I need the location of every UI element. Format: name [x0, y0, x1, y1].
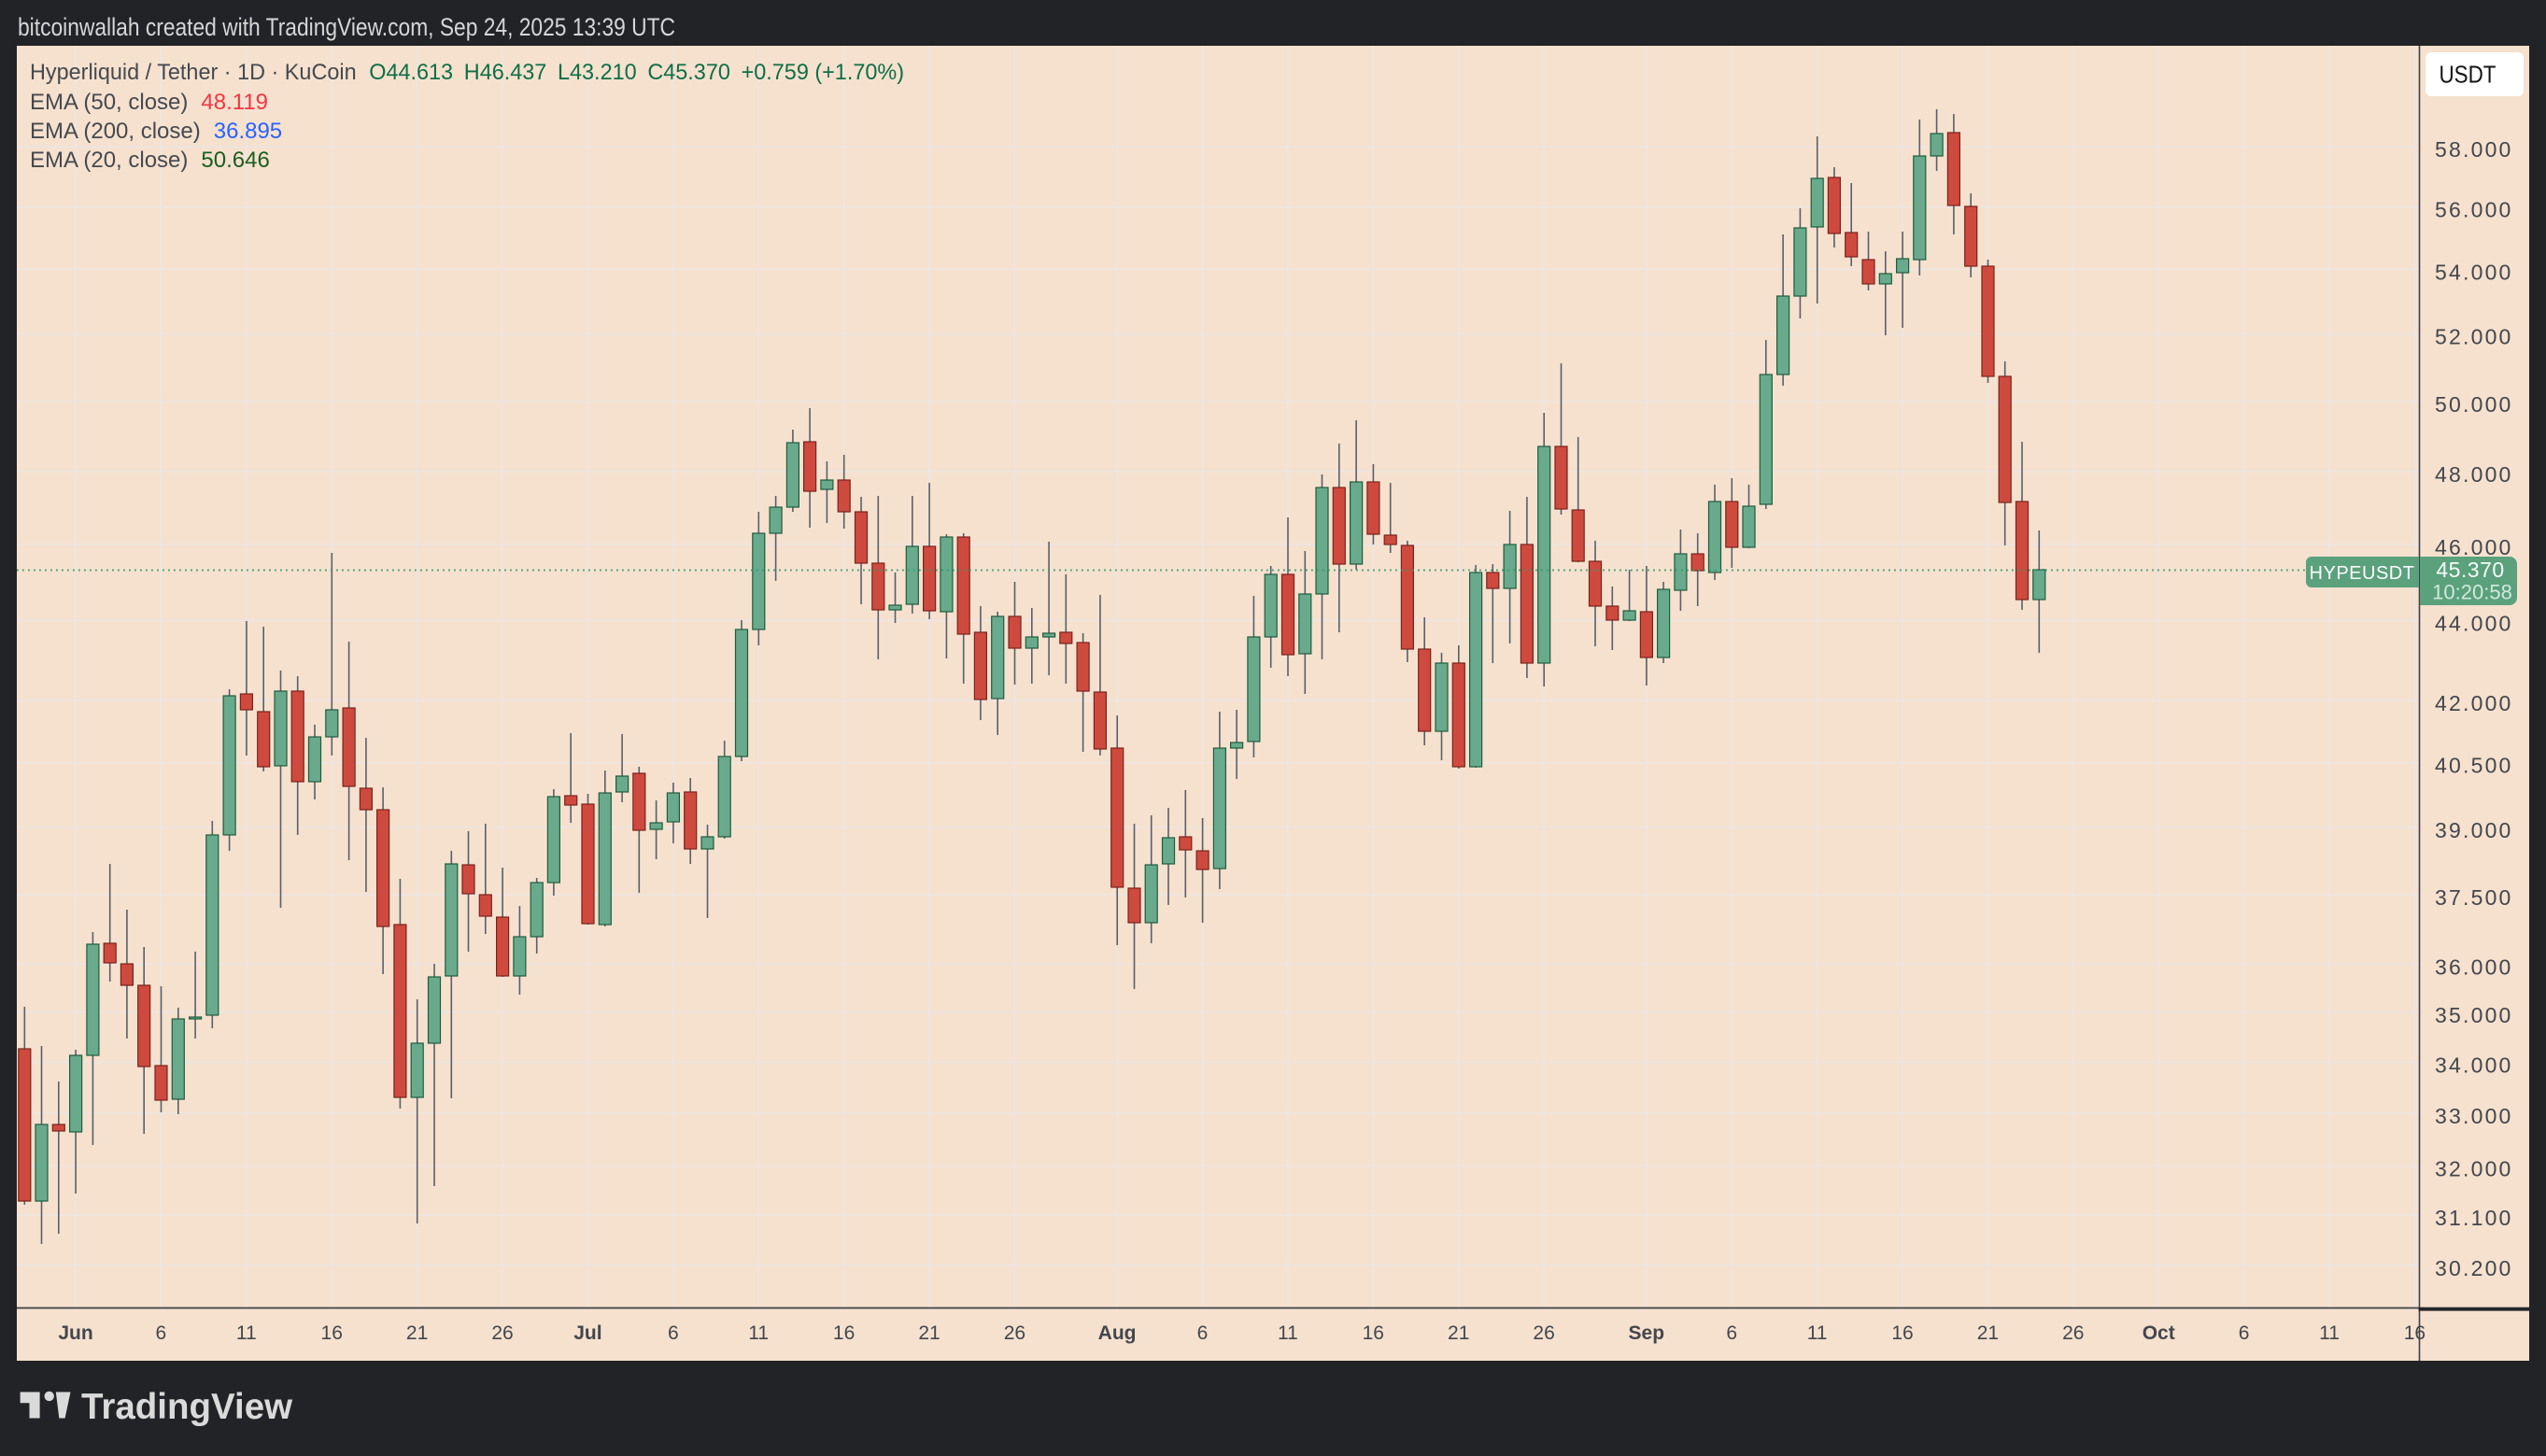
- svg-text:26: 26: [491, 1322, 513, 1344]
- svg-text:11: 11: [236, 1322, 257, 1344]
- svg-text:16: 16: [2404, 1322, 2426, 1344]
- svg-text:33.000: 33.000: [2435, 1104, 2513, 1128]
- svg-text:EMA (50, close)48.119: EMA (50, close) 48.119: [30, 90, 268, 115]
- svg-text:44.000: 44.000: [2435, 611, 2513, 635]
- svg-text:11: 11: [1278, 1322, 1298, 1344]
- svg-text:EMA (200, close)36.895: EMA (200, close) 36.895: [30, 119, 282, 144]
- svg-text:21: 21: [918, 1322, 940, 1344]
- svg-text:6: 6: [156, 1322, 167, 1344]
- svg-text:54.000: 54.000: [2435, 260, 2513, 284]
- svg-text:16: 16: [321, 1322, 343, 1344]
- svg-text:6: 6: [1197, 1322, 1209, 1344]
- svg-text:16: 16: [833, 1322, 855, 1344]
- svg-text:26: 26: [2062, 1322, 2084, 1344]
- svg-text:11: 11: [748, 1322, 769, 1344]
- svg-text:6: 6: [1726, 1322, 1737, 1344]
- svg-text:35.000: 35.000: [2435, 1003, 2513, 1027]
- svg-text:11: 11: [2319, 1322, 2340, 1344]
- svg-text:40.500: 40.500: [2435, 754, 2513, 778]
- svg-text:32.000: 32.000: [2435, 1157, 2513, 1181]
- svg-text:56.000: 56.000: [2435, 198, 2513, 222]
- svg-text:26: 26: [1533, 1322, 1554, 1344]
- svg-text:11: 11: [1807, 1322, 1828, 1344]
- svg-text:34.000: 34.000: [2435, 1053, 2513, 1077]
- svg-text:Jul: Jul: [573, 1322, 601, 1344]
- svg-text:Oct: Oct: [2143, 1322, 2175, 1344]
- svg-text:Jun: Jun: [58, 1322, 92, 1344]
- svg-text:39.000: 39.000: [2435, 818, 2513, 842]
- svg-text:31.100: 31.100: [2435, 1206, 2513, 1230]
- svg-text:36.000: 36.000: [2435, 954, 2513, 979]
- svg-text:16: 16: [1891, 1322, 1913, 1344]
- svg-text:30.200: 30.200: [2435, 1256, 2513, 1280]
- svg-text:37.500: 37.500: [2435, 885, 2513, 910]
- svg-text:21: 21: [406, 1322, 428, 1344]
- svg-text:Aug: Aug: [1098, 1322, 1137, 1344]
- svg-text:TradingView: TradingView: [81, 1387, 293, 1427]
- svg-text:26: 26: [1004, 1322, 1025, 1344]
- svg-text:48.000: 48.000: [2435, 462, 2513, 487]
- svg-text:45.370: 45.370: [2436, 558, 2504, 582]
- svg-text:21: 21: [1448, 1322, 1469, 1344]
- svg-text:16: 16: [1363, 1322, 1384, 1344]
- svg-text:58.000: 58.000: [2435, 137, 2513, 162]
- svg-text:6: 6: [668, 1322, 679, 1344]
- svg-text:Hyperliquid / Tether · 1D · Ku: Hyperliquid / Tether · 1D · KuCoin O44.61…: [30, 60, 904, 85]
- svg-text:6: 6: [2239, 1322, 2250, 1344]
- svg-text:50.000: 50.000: [2435, 392, 2513, 417]
- svg-text:EMA (20, close)50.646: EMA (20, close) 50.646: [30, 148, 270, 173]
- svg-text:HYPEUSDT: HYPEUSDT: [2310, 563, 2415, 584]
- svg-text:52.000: 52.000: [2435, 325, 2513, 349]
- svg-text:21: 21: [1977, 1322, 1999, 1344]
- svg-text:Sep: Sep: [1629, 1322, 1665, 1344]
- svg-text:USDT: USDT: [2440, 61, 2496, 89]
- svg-text:46.000: 46.000: [2435, 535, 2513, 559]
- svg-text:10:20:58: 10:20:58: [2432, 581, 2512, 604]
- svg-text:42.000: 42.000: [2435, 691, 2513, 715]
- svg-text:bitcoinwallah created with Tra: bitcoinwallah created with TradingView.c…: [18, 13, 675, 41]
